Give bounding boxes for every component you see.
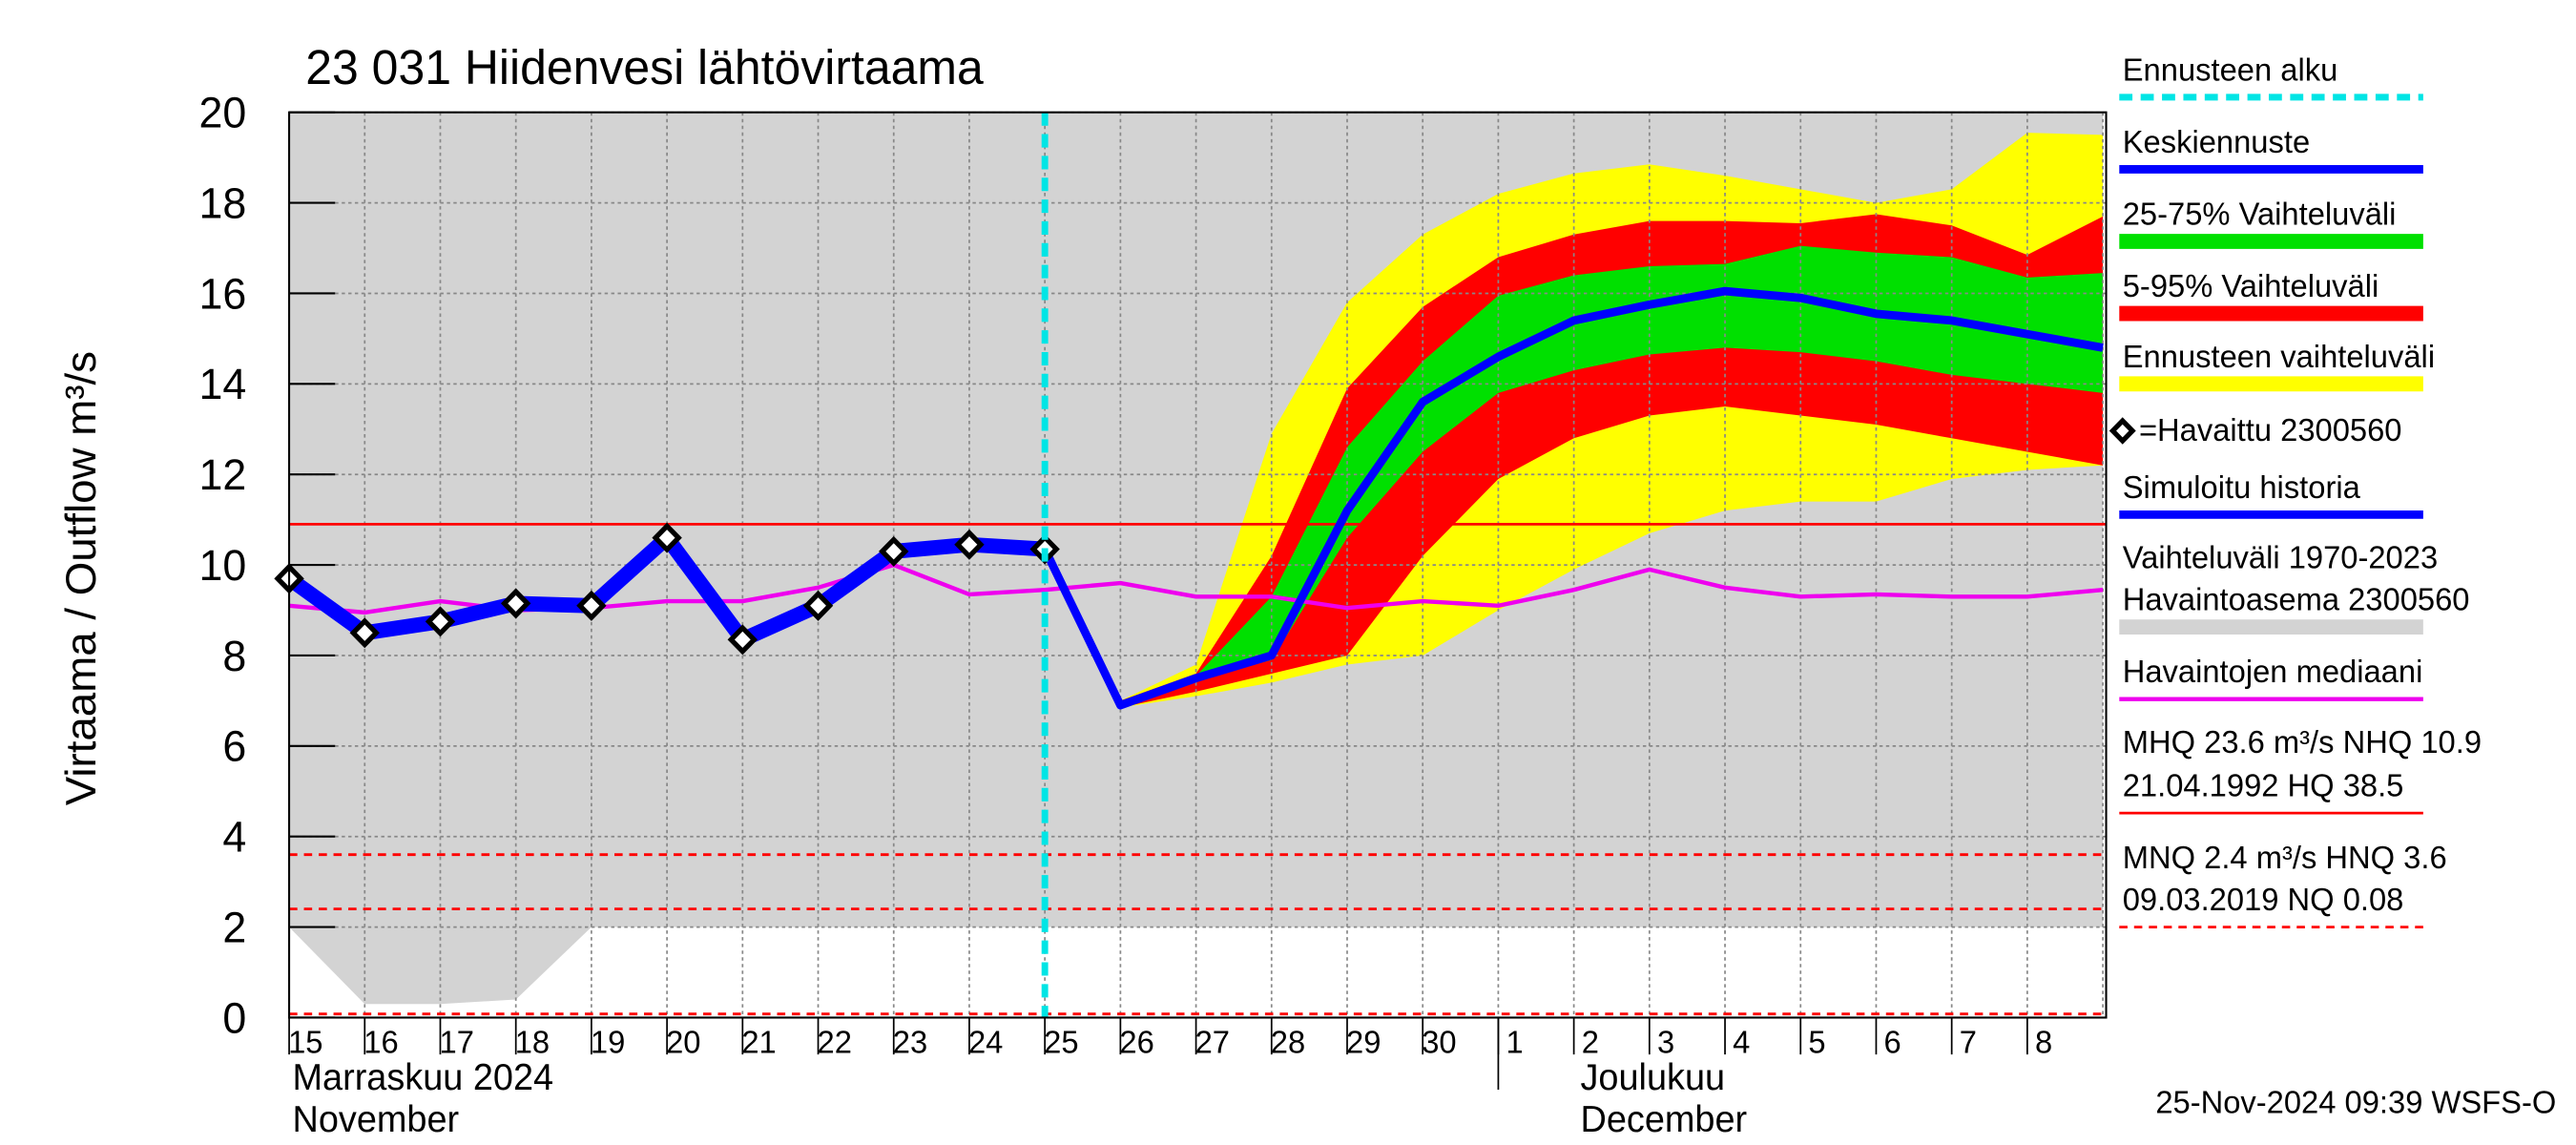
x-tick-label: 21 — [741, 1025, 776, 1060]
y-axis-label: Virtaama / Outflow m³/s — [56, 351, 104, 805]
footer: 25-Nov-2024 09:39 WSFS-O — [2155, 1085, 2556, 1120]
x-tick-label: 5 — [1808, 1025, 1825, 1060]
legend-label: 5-95% Vaihteluväli — [2123, 269, 2379, 304]
legend-label: 25-75% Vaihteluväli — [2123, 197, 2397, 232]
y-tick-label: 8 — [222, 631, 246, 680]
chart-title: 23 031 Hiidenvesi lähtövirtaama — [305, 39, 984, 94]
legend-label: 21.04.1992 HQ 38.5 — [2123, 768, 2404, 803]
y-tick-label: 10 — [198, 540, 246, 590]
x-tick-label: 19 — [591, 1025, 625, 1060]
observed-marker — [802, 590, 834, 621]
y-tick-label: 4 — [222, 812, 246, 862]
observed-marker — [652, 522, 682, 553]
month-label: Marraskuu 2024 — [293, 1057, 554, 1098]
y-tick-label: 14 — [198, 360, 246, 409]
legend-label: Simuloitu historia — [2123, 470, 2361, 506]
month-label: November — [293, 1099, 460, 1140]
x-tick-label: 27 — [1195, 1025, 1230, 1060]
x-tick-label: 1 — [1506, 1025, 1524, 1060]
x-tick-label: 3 — [1657, 1025, 1674, 1060]
x-tick-label: 18 — [515, 1025, 550, 1060]
observed-marker — [727, 624, 758, 656]
x-tick-label: 16 — [364, 1025, 398, 1060]
legend-marker — [2109, 417, 2136, 445]
legend-label: Havaintojen mediaani — [2123, 655, 2423, 690]
line — [1041, 286, 2104, 710]
observed-marker — [954, 529, 985, 560]
legend-label: MNQ 2.4 m³/s HNQ 3.6 — [2123, 841, 2447, 876]
band — [1120, 245, 2104, 706]
y-tick-label: 12 — [198, 450, 246, 500]
month-label: December — [1581, 1099, 1748, 1140]
observed-marker — [425, 606, 456, 637]
legend-label: =Havaittu 2300560 — [2139, 413, 2402, 448]
x-tick-label: 6 — [1884, 1025, 1901, 1060]
legend-label: 09.03.2019 NQ 0.08 — [2123, 883, 2404, 918]
legend-label: Ennusteen alku — [2123, 52, 2338, 88]
observed-marker — [349, 617, 380, 649]
x-tick-label: 4 — [1733, 1025, 1750, 1060]
x-tick-label: 25 — [1044, 1025, 1078, 1060]
x-tick-label: 17 — [440, 1025, 474, 1060]
y-tick-label: 18 — [198, 178, 246, 228]
plot-frame — [288, 111, 2108, 1019]
observed-marker — [500, 588, 531, 619]
x-tick-label: 22 — [818, 1025, 852, 1060]
y-tick-label: 6 — [222, 721, 246, 771]
legend-label: Ennusteen vaihteluväli — [2123, 339, 2435, 374]
x-tick-label: 7 — [1960, 1025, 1977, 1060]
observed-marker — [576, 590, 607, 621]
x-tick-label: 26 — [1119, 1025, 1153, 1060]
y-tick-label: 2 — [222, 903, 246, 952]
x-tick-label: 28 — [1271, 1025, 1305, 1060]
x-tick-label: 8 — [2035, 1025, 2052, 1060]
observed-marker — [879, 535, 909, 567]
x-tick-label: 15 — [288, 1025, 322, 1060]
x-tick-label: 2 — [1582, 1025, 1599, 1060]
x-tick-label: 30 — [1422, 1025, 1456, 1060]
y-tick-label: 20 — [198, 88, 246, 137]
legend-label: Keskiennuste — [2123, 125, 2310, 160]
x-tick-label: 29 — [1346, 1025, 1381, 1060]
y-tick-label: 0 — [222, 993, 246, 1043]
x-tick-label: 20 — [666, 1025, 700, 1060]
legend-label: Vaihteluväli 1970-2023 — [2123, 540, 2438, 575]
x-tick-label: 23 — [893, 1025, 927, 1060]
legend-label: Havaintoasema 2300560 — [2123, 582, 2470, 617]
x-tick-label: 24 — [968, 1025, 1003, 1060]
legend-label: MHQ 23.6 m³/s NHQ 10.9 — [2123, 725, 2482, 760]
y-tick-label: 16 — [198, 269, 246, 319]
month-label: Joulukuu — [1581, 1057, 1726, 1098]
